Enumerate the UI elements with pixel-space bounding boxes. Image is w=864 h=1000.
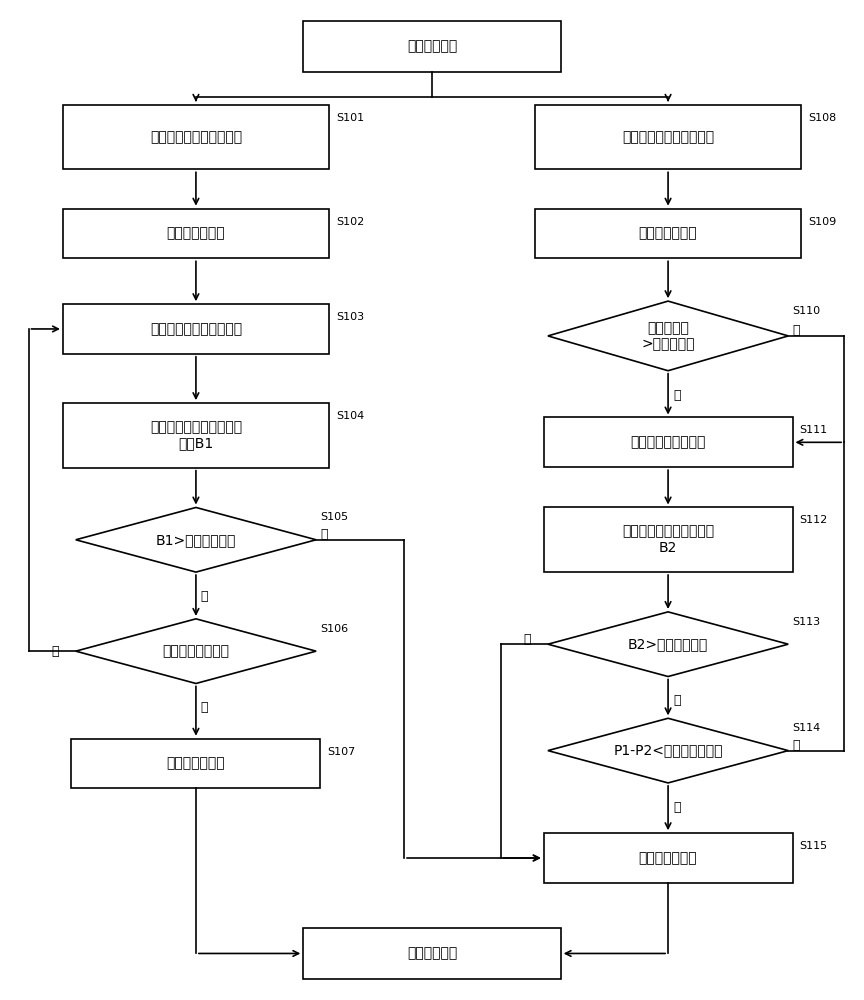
Text: 开启制冷控制阀: 开启制冷控制阀 <box>638 851 697 865</box>
Text: S101: S101 <box>336 113 364 123</box>
Text: 调节第一节流元件的开度: 调节第一节流元件的开度 <box>149 322 242 336</box>
Text: 制热模式向制冷模式切换: 制热模式向制冷模式切换 <box>622 130 715 144</box>
Text: 关闭制热控制阀: 关闭制热控制阀 <box>638 226 697 240</box>
Text: 开启制热控制阀: 开启制热控制阀 <box>167 757 226 771</box>
Text: S109: S109 <box>808 217 836 227</box>
Text: 模式切换开始: 模式切换开始 <box>407 40 457 54</box>
Text: 记录第一节流元件的调节
时间B1: 记录第一节流元件的调节 时间B1 <box>149 420 242 450</box>
Text: S112: S112 <box>799 515 828 525</box>
Text: B2>第一预设时间: B2>第一预设时间 <box>628 637 708 651</box>
Text: S103: S103 <box>336 312 364 322</box>
Text: S113: S113 <box>792 617 821 627</box>
Text: S105: S105 <box>321 512 348 522</box>
Text: S110: S110 <box>792 306 821 316</box>
FancyBboxPatch shape <box>303 928 561 979</box>
FancyBboxPatch shape <box>543 833 792 883</box>
FancyBboxPatch shape <box>535 105 801 169</box>
Text: 是: 是 <box>524 633 530 646</box>
Text: 关闭制冷控制阀: 关闭制冷控制阀 <box>167 226 226 240</box>
FancyBboxPatch shape <box>63 209 329 258</box>
Text: 否: 否 <box>792 324 800 337</box>
Text: 排气过热度
>预设过热度: 排气过热度 >预设过热度 <box>641 321 695 351</box>
Text: 是: 是 <box>673 801 681 814</box>
FancyBboxPatch shape <box>63 105 329 169</box>
FancyBboxPatch shape <box>72 739 321 788</box>
Polygon shape <box>548 301 788 371</box>
Text: S114: S114 <box>792 723 821 733</box>
Text: S115: S115 <box>799 841 828 851</box>
Text: S107: S107 <box>327 747 355 757</box>
FancyBboxPatch shape <box>543 417 792 467</box>
Text: 制冷模式向制热模式切换: 制冷模式向制热模式切换 <box>149 130 242 144</box>
Text: S104: S104 <box>336 411 364 421</box>
Text: P1-P2<第一预设压力值: P1-P2<第一预设压力值 <box>613 744 723 758</box>
Text: 否: 否 <box>200 590 208 603</box>
Text: 否: 否 <box>673 694 681 707</box>
Text: 是: 是 <box>200 701 208 714</box>
Polygon shape <box>76 619 316 683</box>
FancyBboxPatch shape <box>63 403 329 468</box>
FancyBboxPatch shape <box>303 21 561 72</box>
Text: 否: 否 <box>792 739 800 752</box>
Polygon shape <box>548 718 788 783</box>
Text: 记录节流组件的调节时间
B2: 记录节流组件的调节时间 B2 <box>622 525 715 555</box>
Text: 调节节流组件的开度: 调节节流组件的开度 <box>631 435 706 449</box>
Text: 是: 是 <box>321 528 328 541</box>
Text: 是: 是 <box>673 389 681 402</box>
Polygon shape <box>548 612 788 677</box>
Text: 否: 否 <box>51 645 59 658</box>
Text: B1>第一预设时间: B1>第一预设时间 <box>156 533 236 547</box>
FancyBboxPatch shape <box>543 507 792 572</box>
Text: S106: S106 <box>321 624 348 634</box>
FancyBboxPatch shape <box>535 209 801 258</box>
Text: S108: S108 <box>808 113 836 123</box>
Polygon shape <box>76 507 316 572</box>
Text: S111: S111 <box>799 425 828 435</box>
FancyBboxPatch shape <box>63 304 329 354</box>
Text: 中压压差调整到位: 中压压差调整到位 <box>162 644 230 658</box>
Text: 模式切换结束: 模式切换结束 <box>407 946 457 960</box>
Text: S102: S102 <box>336 217 364 227</box>
